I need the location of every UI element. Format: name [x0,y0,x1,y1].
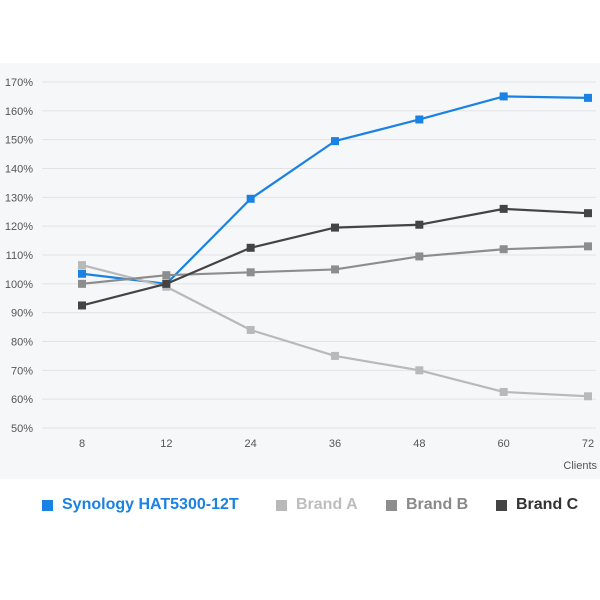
x-tick-label: 72 [582,438,594,450]
legend-item: Brand B [386,496,468,514]
data-point-marker [499,204,508,213]
series-line [81,264,589,398]
legend-item: Brand A [276,496,358,514]
data-point-marker [162,271,171,280]
legend-label: Brand C [516,496,579,513]
legend-label: Synology HAT5300-12T [62,496,239,513]
y-tick-label: 150% [5,135,33,147]
line-chart: 50% 60% 70% 80% 90% 100% 110% 120% 130% 140% 150% 1… [5,77,598,472]
legend-label: Brand A [296,496,358,513]
data-point-marker [331,137,339,146]
y-tick-label: 170% [5,77,33,89]
data-point-marker [162,279,171,288]
legend-swatch [276,499,287,511]
x-tick-label: 8 [79,438,85,450]
data-point-marker [415,220,424,229]
x-tick-label: 60 [498,438,510,450]
x-axis-label: Clients [563,460,597,472]
series-line [81,95,589,285]
data-point-marker [78,269,86,278]
data-point-marker [499,245,508,254]
y-tick-label: 80% [11,337,33,349]
y-axis-tick-labels: 50% 60% 70% 80% 90% 100% 110% 120% 130% 140% 150% 1… [5,77,33,435]
y-tick-label: 130% [5,192,33,204]
data-point-marker [499,387,508,396]
legend-swatch [42,499,53,511]
gridlines [42,81,596,429]
data-point-marker [584,242,592,251]
x-tick-label: 48 [413,438,425,450]
series-line [81,207,589,307]
legend-item: Synology HAT5300-12T [42,496,239,514]
legend-label: Brand B [406,496,469,513]
y-tick-label: 140% [5,164,33,176]
legend-swatch [386,499,397,511]
data-point-marker [415,366,424,375]
data-point-marker [415,252,424,261]
y-tick-label: 90% [11,308,33,320]
data-point-marker [78,261,86,270]
data-point-marker [584,209,592,218]
series-line [81,245,589,285]
data-point-marker [78,301,86,310]
data-point-marker [584,93,592,102]
data-point-marker [246,194,255,203]
chart-legend: Synology HAT5300-12T Brand A Brand B Brand … [0,484,600,534]
x-tick-label: 36 [329,438,341,450]
data-point-marker [499,92,508,101]
y-tick-label: 120% [5,221,33,233]
y-tick-label: 70% [11,365,33,377]
data-point-marker [246,243,255,252]
data-point-marker [415,115,424,124]
y-tick-label: 110% [6,250,34,262]
y-tick-label: 60% [11,394,33,406]
series-brand-b [78,242,592,288]
y-tick-label: 100% [5,279,33,291]
legend-swatch [496,499,507,511]
data-point-marker [331,351,339,360]
chart-panel: 50% 60% 70% 80% 90% 100% 110% 120% 130% 140% 150% 1… [0,63,600,479]
series-synology-hat5300-12t [78,92,592,288]
series-brand-c [78,204,592,310]
data-point-marker [584,392,592,401]
y-tick-label: 50% [11,423,33,435]
y-tick-label: 160% [5,106,33,118]
data-point-marker [331,265,339,274]
legend-item: Brand C [496,496,578,514]
data-point-marker [331,223,339,232]
x-axis-tick-labels: 8 12 24 36 48 60 72 [79,438,594,450]
data-point-marker [246,268,255,277]
x-tick-label: 12 [160,438,172,450]
x-tick-label: 24 [245,438,257,450]
data-point-marker [246,325,255,334]
data-point-marker [78,279,86,288]
series-lines [78,92,592,401]
